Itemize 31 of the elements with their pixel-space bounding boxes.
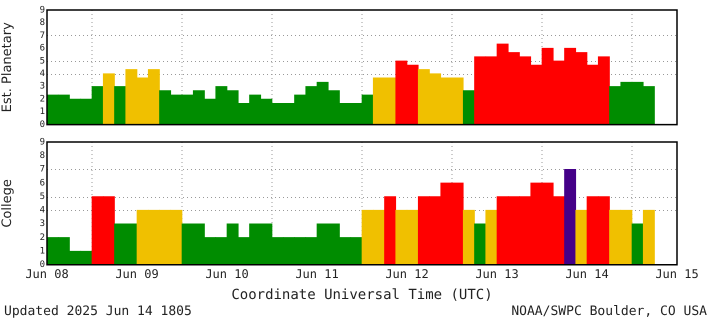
y-tick-label: 3 <box>40 82 45 92</box>
y-tick-label: 6 <box>40 178 45 188</box>
text: NOAA/SWPC Boulder, CO USA <box>511 304 707 319</box>
text: Updated 2025 Jun 14 1805 <box>4 304 192 319</box>
x-tick-label: Jun 10 <box>205 267 249 282</box>
y-tick-label: 8 <box>40 150 45 161</box>
x-tick-label: Jun 15 <box>655 267 699 282</box>
y-tick-label: 8 <box>40 18 45 28</box>
y-tick-label: 7 <box>40 30 45 41</box>
y-tick-label: 5 <box>40 56 45 66</box>
y-tick-label: 4 <box>40 206 45 216</box>
y-tick-label: 1 <box>40 107 45 118</box>
y-axis-title: College <box>0 179 16 228</box>
y-axis-title: Est. Planetary <box>0 22 16 112</box>
x-tick-label: Jun 13 <box>475 267 519 282</box>
x-tick-label: Jun 11 <box>295 267 339 282</box>
y-tick-label: 9 <box>40 5 45 16</box>
y-tick-label: 3 <box>40 219 45 230</box>
y-tick-label: 5 <box>40 192 45 202</box>
y-tick-label: 9 <box>40 137 45 148</box>
y-tick-label: 0 <box>40 120 45 130</box>
y-tick-label: 4 <box>40 69 45 80</box>
y-tick-label: 1 <box>40 246 45 256</box>
x-tick-label: Jun 09 <box>115 267 159 282</box>
y-tick-label: 2 <box>40 232 45 243</box>
x-tick-label: Jun 12 <box>385 267 429 282</box>
x-axis-title: Coordinate Universal Time (UTC) <box>231 287 493 304</box>
y-tick-label: 2 <box>40 94 45 104</box>
y-tick-label: 7 <box>40 164 45 175</box>
y-tick-label: 6 <box>40 44 45 54</box>
x-tick-label: Jun 14 <box>565 267 609 282</box>
